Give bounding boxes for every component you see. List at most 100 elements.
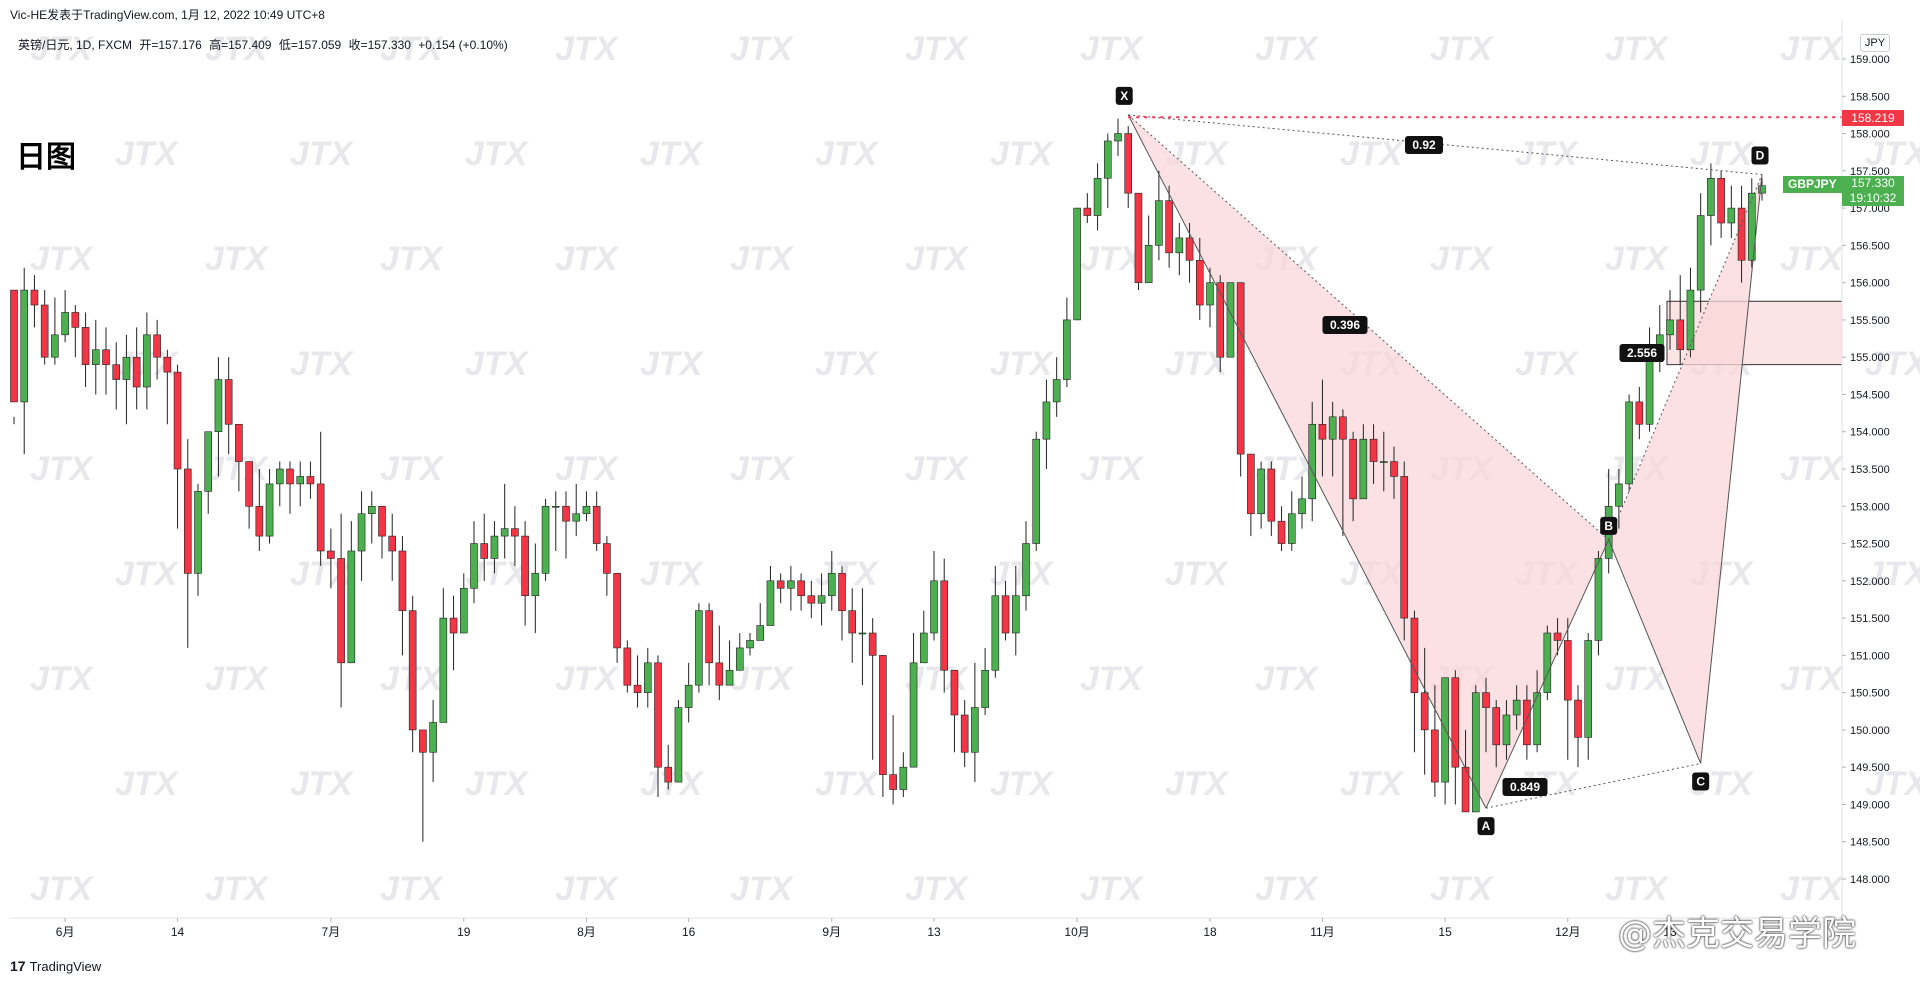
candle-body <box>1267 468 1276 522</box>
candle-body <box>1216 282 1225 358</box>
watermark-text: JTX <box>380 240 445 278</box>
candle-body <box>357 513 366 552</box>
candle-body <box>1584 640 1593 738</box>
symbol-label[interactable]: 英镑/日元, 1D, FXCM <box>18 38 133 52</box>
candle <box>490 521 499 574</box>
candle <box>1523 685 1531 760</box>
candle-body <box>1543 632 1552 693</box>
change-value: +0.154 (+0.10%) <box>418 38 508 52</box>
y-tick-label: 154.500 <box>1850 389 1890 401</box>
candle-body <box>1226 282 1235 358</box>
candle <box>275 461 284 507</box>
candle-body <box>1615 483 1623 507</box>
candle-body <box>204 431 213 492</box>
candle <box>81 312 90 387</box>
close-value: 收=157.330 <box>348 38 411 52</box>
x-tick-label: 18 <box>1203 925 1217 939</box>
y-tick-label: 156.000 <box>1850 278 1890 290</box>
point-a-label: A <box>1477 817 1495 836</box>
candle-body <box>1052 379 1061 403</box>
candle-body <box>265 483 274 537</box>
watermark-text: JTX <box>815 345 880 383</box>
candle-body <box>316 483 325 552</box>
candle <box>224 357 233 455</box>
point-b-label-bg <box>1600 516 1618 535</box>
candle-body <box>275 468 284 485</box>
candle-body <box>1390 461 1398 477</box>
candle-body <box>807 595 816 604</box>
candle <box>1686 267 1695 358</box>
candle-body <box>572 513 581 522</box>
ratio-ac-label-text: 0.849 <box>1510 780 1540 794</box>
candle-body <box>81 327 90 365</box>
candle-body <box>562 505 570 522</box>
candle <box>1431 685 1439 797</box>
candle <box>1308 401 1317 522</box>
candle-body <box>1359 438 1368 500</box>
candle-body <box>224 379 233 425</box>
y-tick-label: 150.000 <box>1850 725 1890 737</box>
candle <box>991 565 1000 678</box>
candle <box>1666 290 1674 350</box>
candle <box>1379 431 1388 492</box>
candle <box>357 491 366 581</box>
pattern-leg <box>1700 174 1763 764</box>
candle <box>40 290 49 365</box>
candle <box>296 461 305 507</box>
candle-body <box>1063 319 1071 380</box>
candle-body <box>817 595 826 604</box>
watermark-text: JTX <box>1605 870 1670 908</box>
candle <box>715 625 724 701</box>
period-title: 日图 <box>16 141 76 174</box>
candle-body <box>1635 401 1644 425</box>
candle-body <box>1625 401 1633 485</box>
candle <box>787 565 795 611</box>
watermark-text: JTX <box>205 660 270 698</box>
pattern-leg <box>1608 539 1702 764</box>
candle-body <box>194 491 202 574</box>
watermark-text: JTX <box>640 555 705 593</box>
candle-body <box>1574 699 1582 738</box>
last-price: 157.330 <box>1851 176 1895 190</box>
currency-button[interactable]: JPY <box>1860 34 1890 52</box>
x-axis[interactable]: 6月 14 7月 19 8月 16 9月 13 10月 18 11月 15 12月 13 <box>10 917 1842 939</box>
candle-body <box>1011 595 1020 634</box>
candle-body <box>235 423 243 462</box>
watermark-text: JTX <box>1165 765 1230 803</box>
candle <box>1001 580 1010 641</box>
last-price-tag: 157.330 19:10:32 <box>1842 176 1904 206</box>
candle <box>173 364 182 529</box>
tradingview-brand[interactable]: 17 TradingView <box>10 958 101 974</box>
candle-body <box>398 550 407 611</box>
y-axis[interactable]: 159.000 158.500 158.000 157.500 157.000 156.5… <box>1841 20 1890 918</box>
watermark-text: JTX <box>1690 135 1755 173</box>
candle <box>470 521 478 604</box>
watermark-text: JTX <box>1430 240 1495 278</box>
candle <box>889 715 897 805</box>
candle-body <box>1717 177 1725 224</box>
watermark-text: JTX <box>205 240 270 278</box>
candle-body <box>889 774 897 790</box>
candle <box>91 319 100 395</box>
watermark-text: JTX <box>990 345 1055 383</box>
candle <box>1144 215 1153 283</box>
candle-body <box>1594 558 1603 641</box>
candle-body <box>306 476 315 485</box>
candle <box>1553 618 1562 656</box>
watermark-text: JTX <box>380 450 445 488</box>
y-tick-label: 158.000 <box>1850 129 1890 141</box>
watermark-text: JTX <box>30 30 95 68</box>
candle-body <box>1114 133 1122 142</box>
ratio-xb-label-text: 0.396 <box>1330 318 1360 332</box>
candle-body <box>1308 423 1317 500</box>
candle <box>623 640 632 693</box>
y-tick-label: 153.000 <box>1850 501 1890 513</box>
pattern-ratio-line <box>1127 114 1609 541</box>
candle <box>684 662 693 723</box>
candle-body <box>378 505 386 537</box>
point-a-label-bg <box>1477 817 1495 836</box>
y-tick-label: 156.500 <box>1850 240 1890 252</box>
watermark-text: JTX <box>730 30 795 68</box>
candle <box>1042 379 1051 469</box>
